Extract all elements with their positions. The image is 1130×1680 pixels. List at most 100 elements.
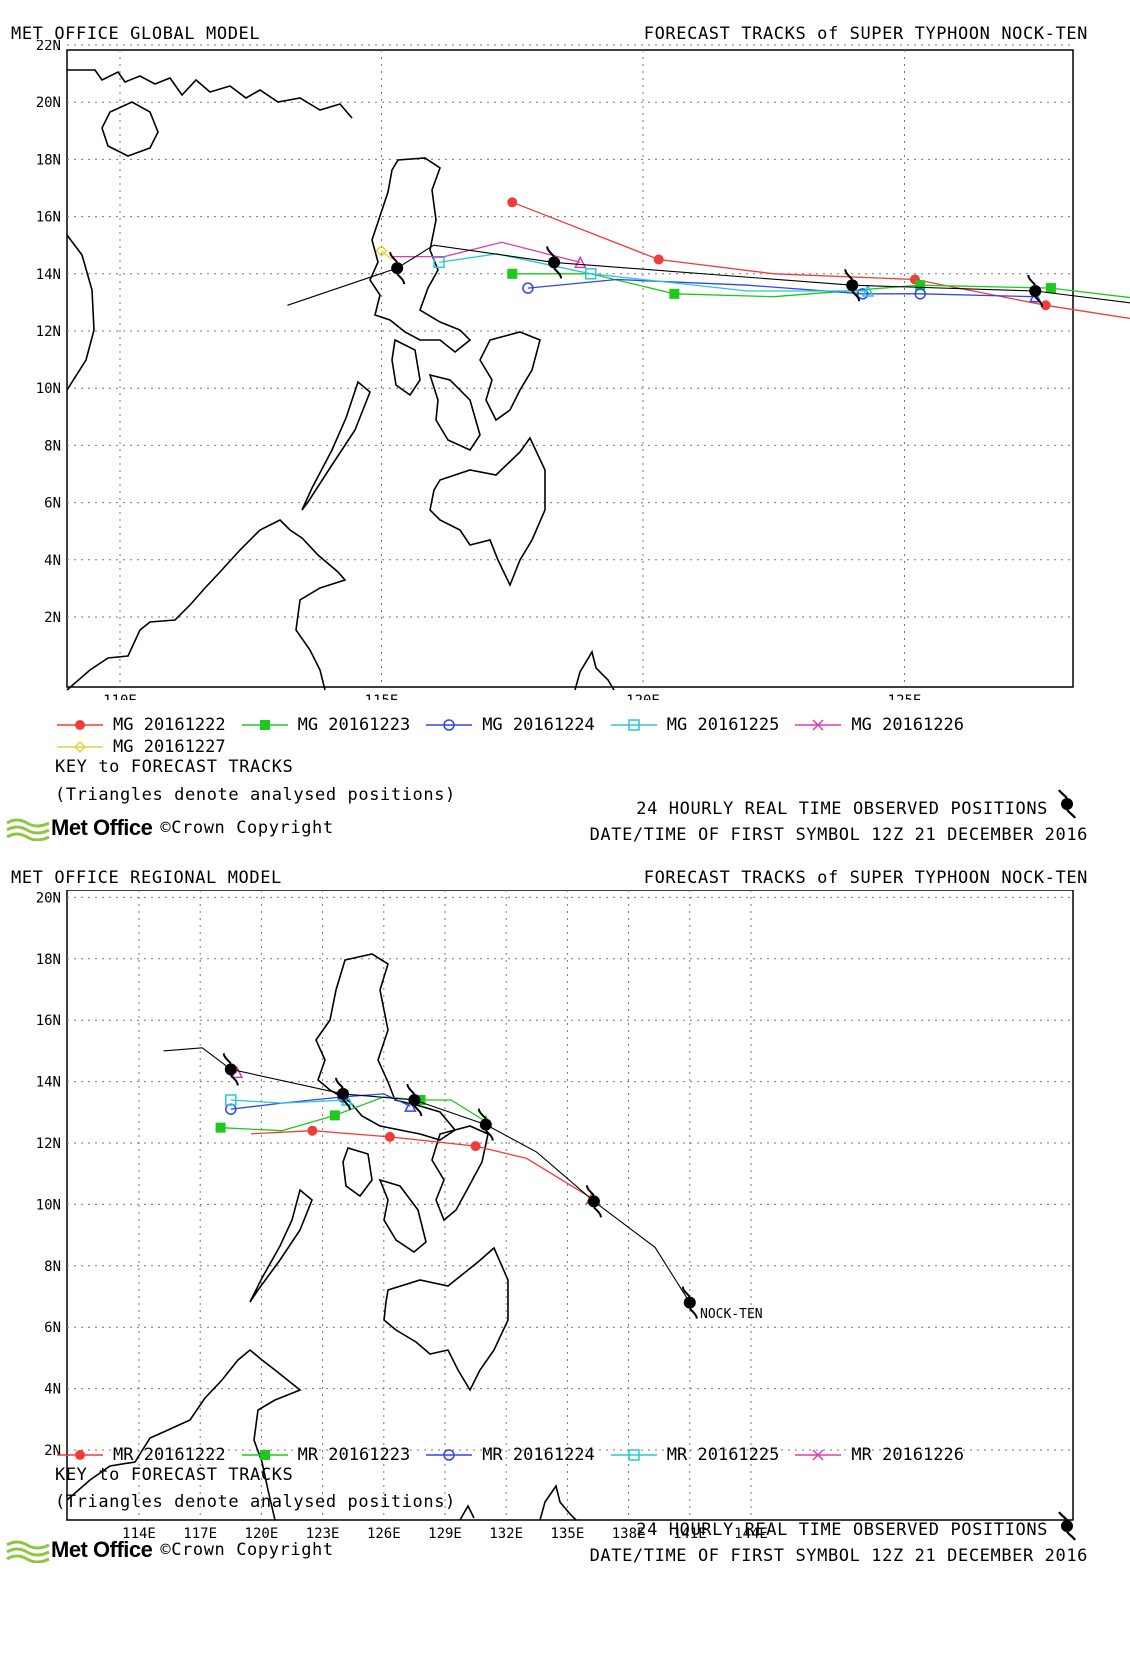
analysed-position-marker	[574, 255, 587, 269]
legend-label: MG 20161226	[851, 715, 964, 735]
observed-position-symbol	[406, 1083, 423, 1117]
y-tick-label: 6N	[44, 1320, 61, 1336]
observed-track-line	[287, 244, 1130, 306]
copyright: ©Crown Copyright	[160, 818, 334, 838]
observed-positions-label: 24 HOURLY REAL TIME OBSERVED POSITIONS	[636, 799, 1048, 819]
forecast-track	[433, 253, 875, 297]
forecast-tracks: NOCK-TEN	[163, 1047, 763, 1322]
y-tick-label: 4N	[44, 1382, 61, 1398]
track-marker	[375, 244, 388, 257]
forecast-track	[215, 1095, 493, 1133]
y-tick-label: 20N	[36, 890, 61, 906]
track-marker	[915, 280, 926, 291]
typhoon-symbol-icon	[1058, 789, 1076, 819]
track-line	[512, 201, 1130, 320]
plot-frame	[66, 49, 1074, 688]
x-tick-label: 141E	[673, 1526, 707, 1542]
y-tick-label: 18N	[36, 152, 61, 168]
legend-marker	[73, 740, 87, 754]
track-marker	[1045, 283, 1056, 294]
legend-marker	[628, 1449, 640, 1461]
track-marker	[225, 1103, 237, 1115]
legend-label: MR 20161225	[666, 1445, 780, 1465]
date-label: DATE/TIME OF FIRST SYMBOL 12Z 21 DECEMBE…	[589, 1546, 1088, 1566]
observed-track-line	[163, 1047, 691, 1303]
global-model-panel: MET OFFICE GLOBAL MODEL FORECAST TRACKS …	[5, 24, 1130, 845]
track-marker	[669, 288, 680, 299]
legend-label: MG 20161225	[666, 715, 780, 735]
y-tick-label: 10N	[36, 381, 61, 397]
legend-label: MR 20161224	[482, 1445, 595, 1465]
y-tick-label: 12N	[36, 324, 61, 340]
observed-position-symbol	[389, 252, 406, 285]
met-office-waves-icon	[6, 818, 50, 841]
x-tick-label: 117E	[183, 1526, 217, 1542]
track-marker	[507, 268, 518, 279]
legend-label: MR 20161223	[297, 1445, 411, 1465]
key-title: KEY to FORECAST TRACKS	[55, 1465, 294, 1485]
y-tick-label: 6N	[44, 496, 61, 512]
legend-item: MG 20161224	[424, 715, 595, 735]
met-office-logo: Met Office ©Crown Copyright	[5, 815, 334, 841]
forecast-tracks: NOCK-TEN	[287, 197, 1130, 320]
legend-marker	[75, 720, 85, 730]
y-tick-label: 12N	[36, 1136, 61, 1152]
y-tick-label: 22N	[36, 40, 61, 54]
legend-label: MG 20161227	[113, 737, 226, 757]
met-office-waves-icon	[6, 1540, 50, 1563]
met-office-logo: Met Office ©Crown Copyright	[5, 1537, 334, 1563]
legend-item: MG 20161225	[609, 715, 780, 735]
legend-swatch	[241, 1450, 288, 1460]
track-line	[438, 253, 868, 292]
track-marker	[1040, 300, 1051, 311]
track-marker	[914, 288, 926, 300]
y-tick-label: 14N	[36, 1075, 61, 1091]
legend-marker	[259, 1450, 270, 1460]
legend-marker	[443, 1449, 455, 1461]
y-tick-label: 14N	[36, 267, 61, 283]
track-marker	[415, 1095, 426, 1106]
y-tick-label: 16N	[36, 210, 61, 226]
observed-position-symbol	[585, 1185, 602, 1218]
legend-item: MR 20161226	[793, 1445, 964, 1465]
brand-name: Met Office	[51, 1537, 153, 1562]
track-marker	[522, 282, 534, 294]
legend: MG 20161222 MG 20161223 MG 20161224 MG 2016…	[55, 715, 1115, 757]
y-tick-label: 20N	[36, 95, 61, 111]
legend-marker	[812, 1449, 824, 1461]
forecast-track	[251, 1125, 599, 1205]
y-tick-label: 8N	[44, 438, 61, 454]
track-marker	[384, 1131, 395, 1142]
y-tick-label: 2N	[44, 1443, 61, 1459]
x-tick-label: 125E	[888, 693, 922, 700]
forecast-track	[225, 1093, 354, 1106]
legend-swatch	[241, 720, 288, 730]
legend-marker	[75, 1450, 85, 1460]
legend-swatch	[795, 719, 842, 731]
legend-item: MR 20161225	[609, 1445, 780, 1465]
legend-label: MR 20161226	[851, 1445, 964, 1465]
observed-position-symbol	[335, 1077, 351, 1110]
observed-position-symbol	[477, 1108, 494, 1141]
observed-track: NOCK-TEN	[163, 1047, 763, 1322]
date-label: DATE/TIME OF FIRST SYMBOL 12Z 21 DECEMBE…	[589, 825, 1088, 845]
forecast-title: FORECAST TRACKS of SUPER TYPHOON NOCK-TE…	[643, 868, 1088, 888]
x-tick-label: 138E	[612, 1526, 646, 1542]
x-tick-label: 120E	[245, 1526, 279, 1542]
track-marker	[307, 1125, 318, 1136]
track-marker	[225, 1094, 237, 1106]
forecast-title: FORECAST TRACKS of SUPER TYPHOON NOCK-TE…	[643, 24, 1088, 44]
regional-model-panel: MET OFFICE REGIONAL MODEL FORECAST TRACK…	[0, 840, 1130, 1680]
legend-label: MG 20161224	[482, 715, 595, 735]
track-line	[381, 250, 393, 261]
analysed-position-marker	[861, 284, 875, 297]
graticule: 110E115E120E125E130E135E140E145E2N4N6N8N…	[36, 40, 1073, 700]
key-note: (Triangles denote analysed positions)	[55, 1492, 456, 1512]
legend-item: MR 20161222	[55, 1445, 226, 1465]
y-tick-label: 10N	[36, 1197, 61, 1213]
x-tick-label: 120E	[626, 693, 660, 700]
brand-name: Met Office	[51, 815, 153, 840]
legend-swatch	[426, 1449, 473, 1461]
track-marker	[507, 197, 518, 208]
x-tick-label: 115E	[365, 693, 399, 700]
